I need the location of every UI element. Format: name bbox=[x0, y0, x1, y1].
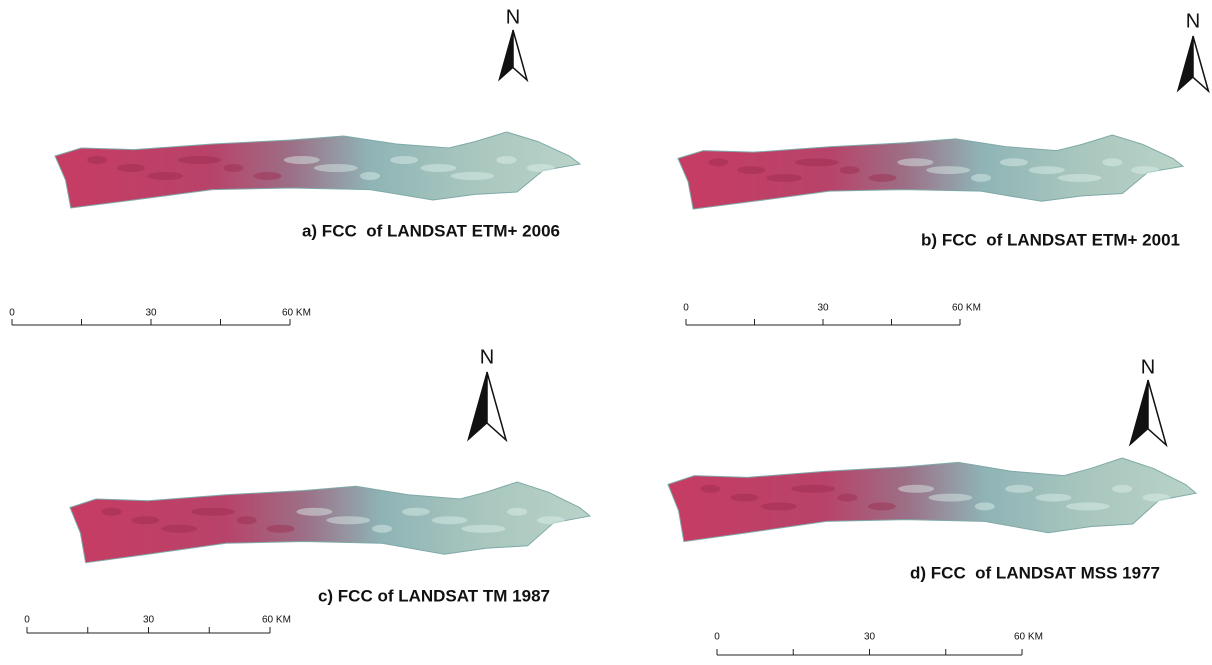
terrain-texture bbox=[223, 164, 244, 172]
terrain-texture bbox=[1057, 173, 1102, 182]
terrain-texture bbox=[794, 158, 839, 167]
terrain-texture bbox=[700, 484, 721, 493]
terrain-texture bbox=[537, 516, 565, 525]
terrain-texture bbox=[313, 164, 358, 172]
terrain-texture bbox=[926, 166, 971, 175]
terrain-texture bbox=[791, 484, 836, 493]
terrain-texture bbox=[708, 158, 729, 167]
terrain-texture bbox=[283, 156, 320, 164]
caption: a) FCC of LANDSAT ETM+ 2006 bbox=[302, 221, 560, 240]
terrain-texture bbox=[87, 156, 107, 164]
scale-label: 30 bbox=[817, 303, 829, 314]
terrain-texture bbox=[117, 164, 146, 172]
satellite-image bbox=[677, 134, 1185, 210]
terrain-texture bbox=[101, 507, 122, 516]
terrain-texture bbox=[420, 164, 457, 172]
terrain-texture bbox=[450, 172, 495, 180]
terrain-texture bbox=[360, 172, 380, 180]
terrain-texture bbox=[177, 156, 222, 164]
terrain-texture bbox=[147, 172, 184, 180]
scale-label: 0 bbox=[9, 308, 15, 319]
terrain-texture bbox=[760, 502, 797, 511]
satellite-image bbox=[667, 457, 1198, 543]
terrain-texture bbox=[296, 507, 333, 516]
terrain-texture bbox=[253, 172, 282, 180]
terrain-texture bbox=[1065, 502, 1110, 511]
north-label: N bbox=[480, 346, 494, 368]
terrain-texture bbox=[898, 484, 935, 493]
map-panel: d) FCC of LANDSAT MSS 1977 N 0 30 60 KM bbox=[667, 356, 1198, 656]
terrain-texture bbox=[837, 493, 858, 502]
scale-label: 30 bbox=[145, 308, 157, 319]
terrain-texture bbox=[868, 173, 897, 182]
scale-label: 30 bbox=[143, 615, 155, 626]
north-arrow-light bbox=[512, 29, 529, 83]
north-arrow-light bbox=[1192, 35, 1210, 94]
terrain-texture bbox=[737, 166, 766, 175]
terrain-texture bbox=[266, 524, 295, 533]
terrain-texture bbox=[526, 164, 555, 172]
satellite-image bbox=[54, 131, 582, 209]
north-arrow-dark bbox=[1176, 35, 1194, 93]
north-label: N bbox=[1186, 10, 1200, 32]
terrain-texture bbox=[431, 516, 468, 525]
caption: c) FCC of LANDSAT TM 1987 bbox=[318, 586, 550, 605]
north-arrow-dark bbox=[1128, 379, 1149, 447]
terrain-texture bbox=[1131, 166, 1160, 175]
map-panel: a) FCC of LANDSAT ETM+ 2006 N 0 30 60 KM bbox=[9, 6, 582, 326]
terrain-texture bbox=[326, 516, 371, 525]
scale-label: 0 bbox=[714, 632, 720, 643]
terrain-texture bbox=[131, 516, 160, 525]
scale-label: 30 bbox=[864, 632, 876, 643]
terrain-texture bbox=[1142, 493, 1171, 502]
terrain-texture bbox=[1028, 166, 1065, 175]
scale-label: 60 KM bbox=[282, 308, 311, 319]
terrain-texture bbox=[766, 173, 803, 182]
scale-label: 0 bbox=[683, 303, 689, 314]
north-arrow-light bbox=[486, 371, 508, 443]
terrain-texture bbox=[1005, 484, 1034, 493]
terrain-texture bbox=[461, 524, 506, 533]
north-arrow-light bbox=[1147, 379, 1168, 448]
terrain-texture bbox=[401, 507, 430, 516]
scale-label: 0 bbox=[24, 615, 30, 626]
terrain-texture bbox=[390, 156, 419, 164]
terrain-texture bbox=[999, 158, 1028, 167]
terrain-texture bbox=[730, 493, 759, 502]
map-panel: c) FCC of LANDSAT TM 1987 N 0 30 60 KM bbox=[24, 346, 592, 634]
terrain-texture bbox=[372, 524, 392, 533]
terrain-texture bbox=[507, 507, 528, 516]
north-arrow-dark bbox=[467, 371, 488, 442]
scale-label: 60 KM bbox=[1014, 632, 1043, 643]
terrain-texture bbox=[867, 502, 896, 511]
terrain-texture bbox=[236, 516, 257, 525]
caption: b) FCC of LANDSAT ETM+ 2001 bbox=[921, 230, 1180, 249]
scale-label: 60 KM bbox=[262, 615, 291, 626]
terrain-texture bbox=[971, 173, 991, 182]
north-label: N bbox=[1141, 356, 1155, 378]
caption: d) FCC of LANDSAT MSS 1977 bbox=[910, 563, 1160, 582]
terrain-texture bbox=[1102, 158, 1123, 167]
terrain-texture bbox=[839, 166, 860, 175]
terrain-texture bbox=[897, 158, 934, 167]
satellite-image bbox=[69, 481, 592, 564]
terrain-texture bbox=[496, 156, 517, 164]
north-arrow-dark bbox=[498, 29, 514, 82]
scale-label: 60 KM bbox=[952, 303, 981, 314]
terrain-texture bbox=[161, 524, 198, 533]
terrain-texture bbox=[974, 502, 995, 511]
terrain-texture bbox=[1035, 493, 1072, 502]
terrain-texture bbox=[1112, 484, 1133, 493]
map-panel: b) FCC of LANDSAT ETM+ 2001 N 0 30 60 KM bbox=[677, 10, 1210, 326]
terrain-texture bbox=[928, 493, 973, 502]
north-label: N bbox=[506, 6, 520, 28]
terrain-texture bbox=[191, 507, 235, 516]
